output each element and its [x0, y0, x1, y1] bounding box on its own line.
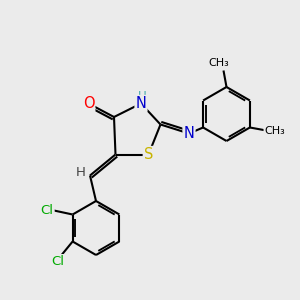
Text: N: N — [184, 126, 194, 141]
Text: S: S — [144, 147, 153, 162]
Text: CH₃: CH₃ — [208, 58, 230, 68]
Text: N: N — [136, 96, 146, 111]
Text: H: H — [138, 90, 147, 104]
Text: O: O — [83, 96, 94, 111]
Text: CH₃: CH₃ — [264, 125, 285, 136]
Text: Cl: Cl — [51, 255, 64, 268]
Text: H: H — [76, 166, 86, 179]
Text: Cl: Cl — [40, 203, 54, 217]
